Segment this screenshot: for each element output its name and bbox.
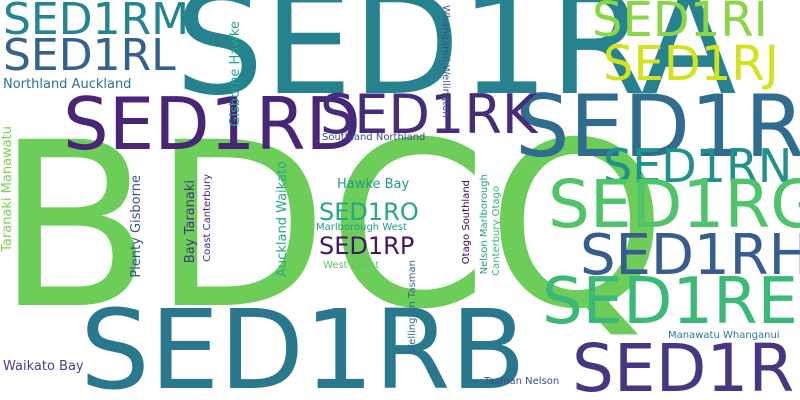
word-hawke-bay: Hawke Bay [337,177,410,192]
word-sed1rn: SED1RN [603,139,793,193]
word-wellington-tasman: Wellington Tasman [407,260,418,355]
word-sed1rb: SED1RB [80,286,526,400]
word-southland-northland: Southland Northland [322,132,426,143]
word-sed1rg: SED1RG [548,166,800,243]
word-otago-southland: Otago Southland [461,180,472,265]
word-sed1rl: SED1RL [3,30,176,81]
word-bdcq: BDCQ [0,93,667,359]
word-plenty-gisborne: Plenty Gisborne [129,175,144,278]
word-sed1re: SED1RE [542,265,798,339]
word-sed1rc: SED1RC [515,77,800,177]
word-sed1rj: SED1RJ [603,36,779,92]
word-coast-canterbury: Coast Canterbury [202,174,213,262]
word-marlborough-west: Marlborough West [316,222,407,233]
word-sed1ra: SED1RA [175,0,737,127]
word-waikato-bay: Waikato Bay [3,359,84,374]
word-sed1ri: SED1RI [592,0,768,48]
word-sed1rf: SED1RF [572,330,800,400]
word-sed1rh: SED1RH [580,223,800,288]
word-west-coast: West Coast [323,260,380,271]
word-auckland-waikato: Auckland Waikato [275,161,290,277]
word-sed1rm: SED1RM [3,0,190,45]
word-taranaki-manawatu: Taranaki Manawatu [0,126,15,252]
word-sed1ro: SED1RO [319,198,419,226]
word-sed1rp: SED1RP [319,232,415,260]
word-sed1rd: SED1RD [63,82,361,166]
word-tasman-nelson: Tasman Nelson [484,376,560,387]
word-sed1rk: SED1RK [320,83,538,146]
word-gisborne-hawke: Gisborne Hawke [228,21,243,127]
word-canterbury-otago: Canterbury Otago [491,186,502,276]
word-manawatu-whanganui: Manawatu Whanganui [668,330,780,341]
word-whanganui-wellington: Whanganui Wellington [440,5,451,118]
word-northland-auckland: Northland Auckland [3,77,132,92]
word-bay-taranaki: Bay Taranaki [183,180,198,264]
word-nelson-marlborough: Nelson Marlborough [479,174,490,275]
